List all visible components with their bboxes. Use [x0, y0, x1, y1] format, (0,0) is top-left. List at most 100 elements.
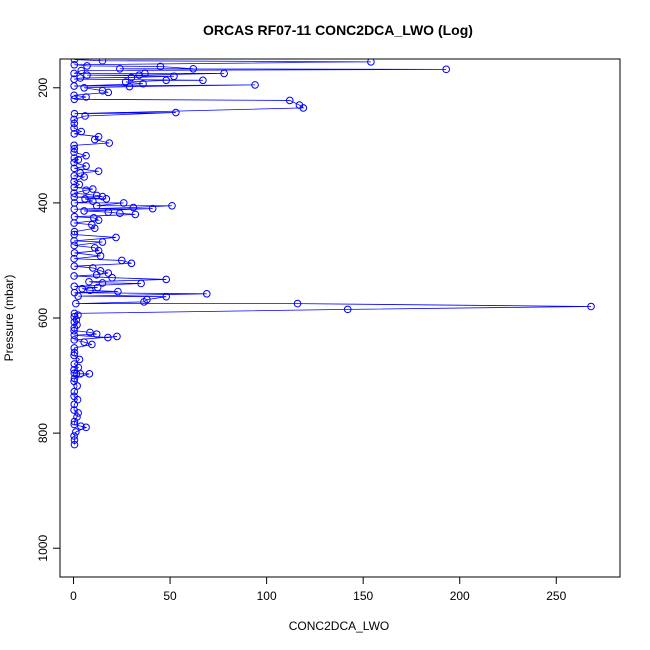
data-point [112, 233, 120, 242]
data-point [70, 377, 78, 386]
data-point [74, 311, 82, 319]
y-tick-label: 600 [36, 308, 50, 328]
data-point [70, 392, 78, 401]
data-point [94, 216, 103, 224]
data-point [70, 144, 79, 153]
data-point [80, 83, 88, 92]
data-point [162, 76, 171, 85]
data-point [83, 62, 91, 70]
x-tick-label: 0 [70, 589, 77, 603]
data-point [199, 76, 207, 85]
data-point [70, 193, 79, 201]
data-point [70, 331, 79, 340]
data-point [76, 169, 85, 177]
data-point [70, 369, 79, 378]
data-point [98, 59, 107, 65]
data-point [70, 227, 79, 236]
data-point [251, 81, 259, 89]
data-point [168, 201, 176, 210]
data-point [117, 256, 126, 265]
data-point [162, 292, 171, 301]
data-point [70, 272, 78, 280]
data-point [76, 74, 85, 82]
x-tick-label: 100 [257, 589, 277, 603]
data-point [89, 197, 97, 205]
data-point [172, 108, 180, 117]
data-point [73, 413, 81, 421]
x-axis-label: CONC2DCA_LWO [289, 619, 389, 633]
data-point [70, 374, 79, 383]
data-point [70, 199, 79, 207]
data-point [85, 370, 94, 378]
data-point [293, 299, 302, 308]
y-tick-label: 1000 [36, 535, 50, 562]
data-point [70, 440, 79, 449]
y-tick-label: 400 [36, 193, 50, 213]
data-point [442, 65, 451, 74]
data-point [139, 79, 147, 88]
data-point [77, 127, 86, 136]
data-point [94, 132, 103, 141]
data-point [70, 336, 79, 344]
x-tick-label: 50 [163, 589, 177, 603]
x-axis: 0 50 100 150 200 250 [70, 576, 567, 603]
y-axis: 200 400 600 800 1000 [36, 77, 61, 562]
data-point [78, 284, 87, 293]
plot-area-frame [59, 58, 621, 578]
data-point [92, 201, 101, 210]
data-point [82, 93, 90, 101]
data-point [367, 59, 375, 66]
data-point [162, 275, 171, 284]
data-point [70, 344, 79, 352]
data-point [125, 82, 134, 91]
data-point [116, 209, 124, 218]
data-point [74, 155, 83, 164]
y-axis-label: Pressure (mbar) [2, 275, 16, 362]
data-point [70, 282, 79, 291]
data-point [70, 91, 78, 100]
data-point [70, 141, 78, 150]
data-point [70, 420, 79, 429]
data-point [86, 328, 94, 337]
data-point [88, 220, 96, 229]
data-point [94, 167, 103, 176]
series-line [72, 59, 592, 445]
data-point [587, 302, 595, 311]
data-point [108, 273, 116, 282]
data-point [98, 238, 107, 246]
data-point [80, 338, 88, 346]
data-point [70, 417, 79, 426]
data-point [89, 185, 97, 193]
data-point [189, 64, 198, 73]
data-point [70, 124, 78, 132]
data-point [96, 267, 105, 275]
data-point [70, 164, 79, 173]
data-point [72, 428, 80, 436]
data-point [70, 154, 79, 162]
data-point [70, 318, 79, 326]
data-point [72, 299, 80, 308]
data-point [96, 252, 105, 260]
data-series [70, 59, 595, 449]
data-point [70, 432, 78, 440]
data-point [82, 162, 90, 170]
data-point [89, 214, 98, 222]
data-point [285, 96, 294, 105]
data-point [104, 269, 113, 277]
chart-title: ORCAS RF07-11 CONC2DCA_LWO (Log) [203, 22, 473, 38]
data-point [88, 340, 96, 349]
data-point [102, 195, 111, 203]
data-point [70, 241, 79, 250]
data-point [220, 69, 228, 78]
data-point [114, 287, 122, 296]
x-tick-label: 150 [353, 589, 373, 603]
data-point [70, 59, 79, 64]
data-point [75, 355, 84, 364]
data-point [86, 286, 94, 295]
data-point [105, 139, 114, 147]
x-tick-label: 200 [450, 589, 470, 603]
data-point [70, 249, 79, 257]
x-tick-label: 250 [546, 589, 566, 603]
data-point [92, 191, 101, 200]
